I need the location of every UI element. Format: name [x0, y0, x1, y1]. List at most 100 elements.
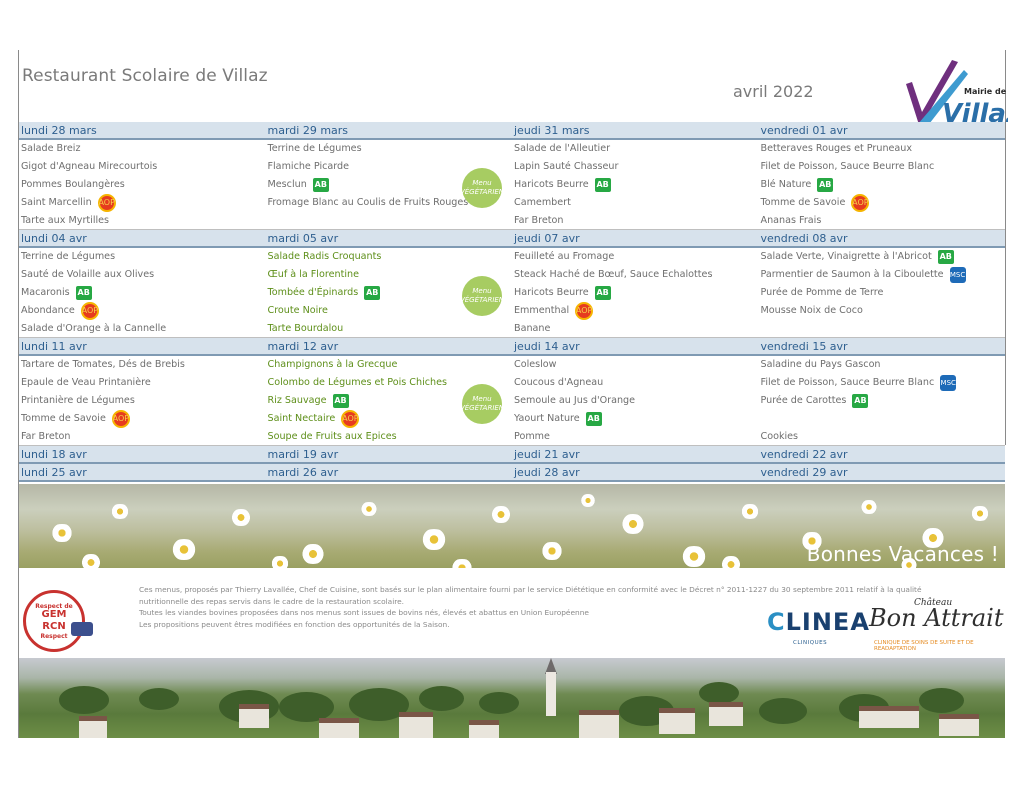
cow-icon — [71, 622, 93, 636]
dish-text: Banane — [514, 323, 551, 334]
dish-text: Saint Nectaire — [267, 413, 336, 424]
day-label: vendredi 29 avr — [760, 466, 848, 479]
day-label: jeudi 07 avr — [514, 232, 580, 245]
dish-text: Tomme de Savoie — [760, 197, 846, 208]
tree — [479, 692, 519, 714]
dish-item: Tomme de Savoie AOP — [759, 194, 1006, 212]
dish-item: Tarte Bourdalou — [266, 320, 513, 338]
menu-grid: lundi 28 mars mardi 29 mars jeudi 31 mars v… — [19, 122, 1005, 482]
gem-bottom-text: Respect — [40, 633, 68, 640]
dish-item: Terrine de Légumes — [19, 248, 266, 266]
dish-item: Croute Noire — [266, 302, 513, 320]
day-label: lundi 04 avr — [21, 232, 87, 245]
daisy-flower — [899, 558, 919, 568]
dish-text: Mesclun — [267, 179, 307, 190]
ab-label-icon: AB — [75, 286, 92, 300]
dish-item: Salade de l'Alleutier — [512, 140, 759, 158]
dish-item: Mesclun AB — [266, 176, 513, 194]
chateau-bon-attrait-logo: Bon Attrait — [869, 604, 1004, 632]
holiday-message: Bonnes Vacances ! — [806, 542, 999, 566]
day-label: lundi 28 mars — [21, 124, 97, 137]
day-label: vendredi 15 avr — [760, 340, 848, 353]
house — [859, 706, 919, 728]
dish-text: Camembert — [514, 197, 571, 208]
dish-item: Salade Radis Croquants — [266, 248, 513, 266]
week-header: lundi 11 avr mardi 12 avr jeudi 14 avr vend… — [19, 338, 1005, 356]
dish-text: Steack Haché de Bœuf, Sauce Echalottes — [514, 269, 713, 280]
dish-item: Mousse Noix de Coco — [759, 302, 1006, 320]
dish-item: Coleslow — [512, 356, 759, 374]
daisy-flower — [449, 559, 475, 568]
day-label: mardi 12 avr — [267, 340, 339, 353]
vegetarian-menu-icon: Menu VÉGÉTARIEN — [460, 276, 504, 316]
dish-item: Tomme de Savoie AOP — [19, 410, 266, 428]
day-column: Champignons à la Grecque Colombo de Légum… — [266, 356, 513, 445]
dish-item: Betteraves Rouges et Pruneaux — [759, 140, 1006, 158]
daisy-flower — [169, 539, 199, 560]
dish-text: Salade Verte, Vinaigrette à l'Abricot — [760, 251, 932, 262]
dish-item: Saladine du Pays Gascon — [759, 356, 1006, 374]
day-column: Feuilleté au Fromage Steack Haché de Bœuf… — [512, 248, 759, 337]
house — [939, 714, 979, 736]
dish-text: Riz Sauvage — [267, 395, 327, 406]
veg-stamp-line1: Menu — [472, 179, 492, 187]
dish-item: Salade d'Orange à la Cannelle — [19, 320, 266, 338]
tree — [919, 688, 964, 713]
tree — [59, 686, 109, 714]
dish-item: Salade Verte, Vinaigrette à l'Abricot AB — [759, 248, 1006, 266]
day-label: vendredi 01 avr — [760, 124, 848, 137]
dish-item: Tartare de Tomates, Dés de Brebis — [19, 356, 266, 374]
daisy-flower — [419, 529, 449, 550]
dish-text: Purée de Carottes — [760, 395, 847, 406]
day-label: mardi 29 mars — [267, 124, 349, 137]
dish-item: Gigot d'Agneau Mirecourtois — [19, 158, 266, 176]
clinea-c: C — [767, 608, 786, 636]
dish-item — [266, 212, 513, 230]
village-photo — [19, 658, 1005, 738]
dish-text: Flamiche Picarde — [267, 161, 350, 172]
daisy-flower — [539, 542, 565, 561]
dish-item: Saint Marcellin AOP — [19, 194, 266, 212]
day-label: lundi 25 avr — [21, 466, 87, 479]
gem-main-text: GEM — [41, 609, 67, 620]
daisy-flower — [859, 500, 879, 514]
daisy-flower — [49, 524, 75, 543]
dish-item: Fromage Blanc au Coulis de Fruits Rouges — [266, 194, 513, 212]
footer-notice: Ces menus, proposés par Thierry Lavallée… — [139, 584, 959, 630]
dish-text: Far Breton — [514, 215, 564, 226]
dish-item: Saint Nectaire AOP — [266, 410, 513, 428]
day-column: Tartare de Tomates, Dés de Brebis Epaule … — [19, 356, 266, 445]
day-label: jeudi 21 avr — [514, 448, 580, 461]
dish-item: Pomme — [512, 428, 759, 446]
daisy-banner: Bonnes Vacances ! — [19, 484, 1005, 568]
mairie-villaz-logo: Mairie de Villaz — [906, 60, 1008, 129]
dish-item: Haricots Beurre AB — [512, 284, 759, 302]
dish-text: Gigot d'Agneau Mirecourtois — [21, 161, 158, 172]
dish-text: Haricots Beurre — [514, 179, 589, 190]
tree — [419, 686, 464, 711]
clinea-rest: LINEA — [785, 608, 870, 636]
daisy-flower — [619, 514, 647, 534]
day-label: mardi 05 avr — [267, 232, 339, 245]
week-header: lundi 28 mars mardi 29 mars jeudi 31 mars v… — [19, 122, 1005, 140]
daisy-flower — [679, 546, 709, 567]
aop-label-icon: AOP — [97, 194, 116, 212]
church-steeple-top — [545, 658, 557, 674]
aop-label-icon: AOP — [80, 302, 99, 320]
dish-item: Coucous d'Agneau — [512, 374, 759, 392]
ab-label-icon: AB — [594, 178, 611, 192]
day-label: jeudi 14 avr — [514, 340, 580, 353]
veg-stamp-line2: VÉGÉTARIEN — [459, 404, 505, 412]
dish-text: Tombée d'Épinards — [267, 287, 359, 298]
dish-text: Salade Radis Croquants — [267, 251, 382, 262]
dish-text: Saladine du Pays Gascon — [760, 359, 881, 370]
dish-item: Riz Sauvage AB — [266, 392, 513, 410]
dish-item: Colombo de Légumes et Pois Chiches — [266, 374, 513, 392]
house — [79, 716, 107, 738]
house — [239, 704, 269, 728]
dish-text: Abondance — [21, 305, 75, 316]
daisy-flower — [489, 506, 513, 523]
dish-item: Pommes Boulangères — [19, 176, 266, 194]
chateau-subtitle: CLINIQUE DE SOINS DE SUITE ET DE READAPT… — [874, 640, 974, 652]
tree — [139, 688, 179, 710]
